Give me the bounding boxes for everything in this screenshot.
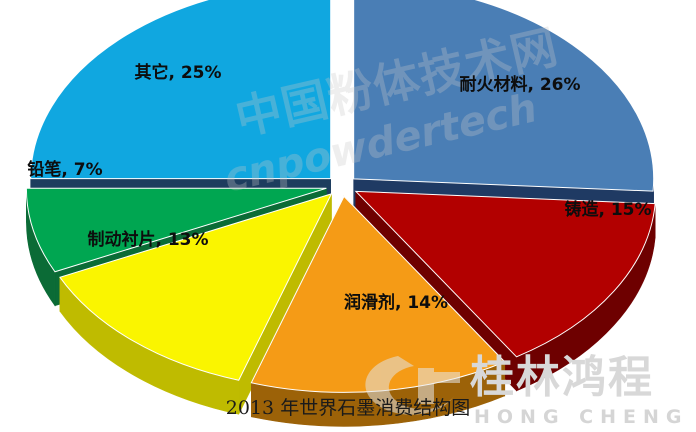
pie-label-lubricants: 润滑剂, 14%: [344, 292, 448, 313]
chart-title: 2013 年世界石墨消费结构图: [226, 397, 470, 419]
pie-slice-refractories[interactable]: [353, 0, 655, 192]
pie-slice-pencils[interactable]: [25, 187, 327, 273]
logo-ring-icon: [365, 356, 460, 415]
pie-slice-others[interactable]: [30, 0, 332, 180]
logo-en-text: HONG CHENG: [474, 406, 689, 428]
pie-label-casting: 铸造, 15%: [564, 199, 651, 220]
pie-top-faces: [25, 0, 656, 393]
pie-label-brake-linings: 制动衬片, 13%: [87, 229, 208, 250]
pie-data-labels: 耐火材料, 26% 铸造, 15% 润滑剂, 14% 制动衬片, 13% 铅笔, 7% 其…: [27, 62, 651, 313]
pie-label-others: 其它, 25%: [134, 62, 221, 83]
company-logo-watermark: 桂林鸿程 HONG CHENG: [365, 352, 689, 428]
pie-label-refractories: 耐火材料, 26%: [459, 74, 580, 95]
pie-slice-brake-linings[interactable]: [59, 193, 333, 381]
pie-label-pencils: 铅笔, 7%: [27, 159, 102, 180]
logo-cn-text: 桂林鸿程: [470, 352, 654, 403]
pie-slice-casting[interactable]: [354, 190, 656, 358]
